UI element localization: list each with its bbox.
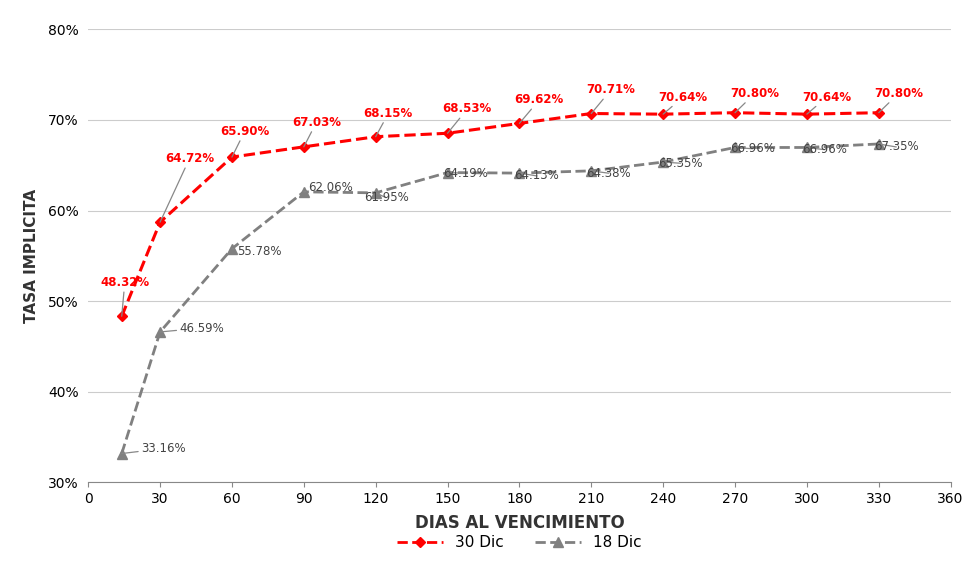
Text: 33.16%: 33.16% [122, 442, 185, 455]
Text: 70.80%: 70.80% [730, 87, 779, 113]
Text: 70.80%: 70.80% [874, 87, 923, 113]
Text: 67.03%: 67.03% [292, 116, 341, 147]
Text: 70.64%: 70.64% [802, 91, 852, 114]
Text: 64.38%: 64.38% [586, 167, 631, 180]
Text: 68.15%: 68.15% [364, 107, 413, 136]
Text: 48.32%: 48.32% [100, 276, 149, 316]
Text: 61.95%: 61.95% [364, 191, 409, 204]
Y-axis label: TASA IMPLICITA: TASA IMPLICITA [24, 189, 39, 323]
Text: 64.13%: 64.13% [514, 169, 560, 182]
Text: 70.64%: 70.64% [659, 91, 708, 114]
Legend: 30 Dic, 18 Dic: 30 Dic, 18 Dic [391, 529, 648, 556]
Text: 68.53%: 68.53% [443, 102, 492, 133]
Text: 65.35%: 65.35% [659, 157, 703, 170]
Text: 70.71%: 70.71% [586, 83, 635, 113]
Text: 55.78%: 55.78% [232, 245, 281, 258]
Text: 46.59%: 46.59% [160, 322, 224, 335]
Text: 67.35%: 67.35% [874, 141, 918, 153]
Text: 66.96%: 66.96% [730, 142, 775, 155]
Text: 64.19%: 64.19% [443, 167, 488, 180]
Text: 66.96%: 66.96% [802, 143, 847, 156]
X-axis label: DIAS AL VENCIMIENTO: DIAS AL VENCIMIENTO [415, 514, 624, 532]
Text: 62.06%: 62.06% [304, 181, 354, 194]
Text: 69.62%: 69.62% [514, 93, 563, 123]
Text: 65.90%: 65.90% [220, 125, 270, 157]
Text: 64.72%: 64.72% [160, 152, 214, 222]
